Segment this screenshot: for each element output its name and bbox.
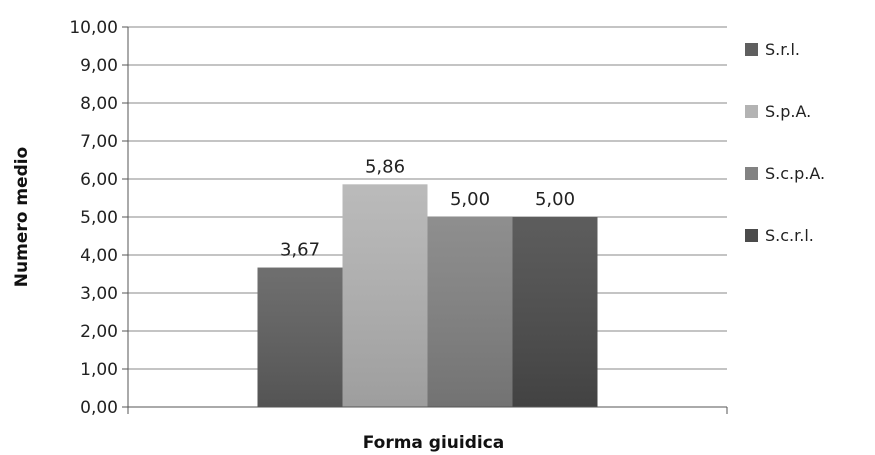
x-axis-ticks <box>127 407 728 414</box>
legend: S.r.l. S.p.A. S.c.p.A. S.c.r.l. <box>745 40 825 245</box>
legend-label: S.r.l. <box>765 40 800 59</box>
data-label: 5,00 <box>535 189 575 210</box>
y-tick-label: 4,00 <box>80 246 118 266</box>
data-labels: 3,67 5,86 5,00 5,00 <box>280 156 575 260</box>
y-tick-label: 5,00 <box>80 208 118 228</box>
legend-swatch <box>745 167 758 180</box>
y-tick-label: 3,00 <box>80 284 118 304</box>
y-tick-label: 1,00 <box>80 360 118 380</box>
bar-shading <box>342 184 428 407</box>
x-axis-title: Forma giuidica <box>363 433 505 453</box>
legend-swatch <box>745 229 758 242</box>
bars <box>257 184 598 407</box>
bar-shading <box>257 267 343 407</box>
y-tick-label: 10,00 <box>69 18 118 38</box>
y-axis-ticks: 0,00 1,00 2,00 3,00 4,00 5,00 6,00 7,00 8,00 9,00… <box>69 18 128 418</box>
y-tick-label: 6,00 <box>80 170 118 190</box>
y-tick-label: 2,00 <box>80 322 118 342</box>
legend-label: S.p.A. <box>765 102 811 121</box>
data-label: 5,00 <box>450 189 490 210</box>
legend-label: S.c.r.l. <box>765 226 814 245</box>
y-axis-title: Numero medio <box>12 147 32 287</box>
bar-shading <box>427 217 513 407</box>
data-label: 5,86 <box>365 156 405 177</box>
legend-swatch <box>745 43 758 56</box>
y-tick-label: 7,00 <box>80 132 118 152</box>
y-tick-label: 8,00 <box>80 94 118 114</box>
data-label: 3,67 <box>280 240 320 261</box>
bar-shading <box>512 217 598 407</box>
legend-swatch <box>745 105 758 118</box>
y-tick-label: 0,00 <box>80 398 118 418</box>
legend-label: S.c.p.A. <box>765 164 825 183</box>
y-tick-label: 9,00 <box>80 56 118 76</box>
